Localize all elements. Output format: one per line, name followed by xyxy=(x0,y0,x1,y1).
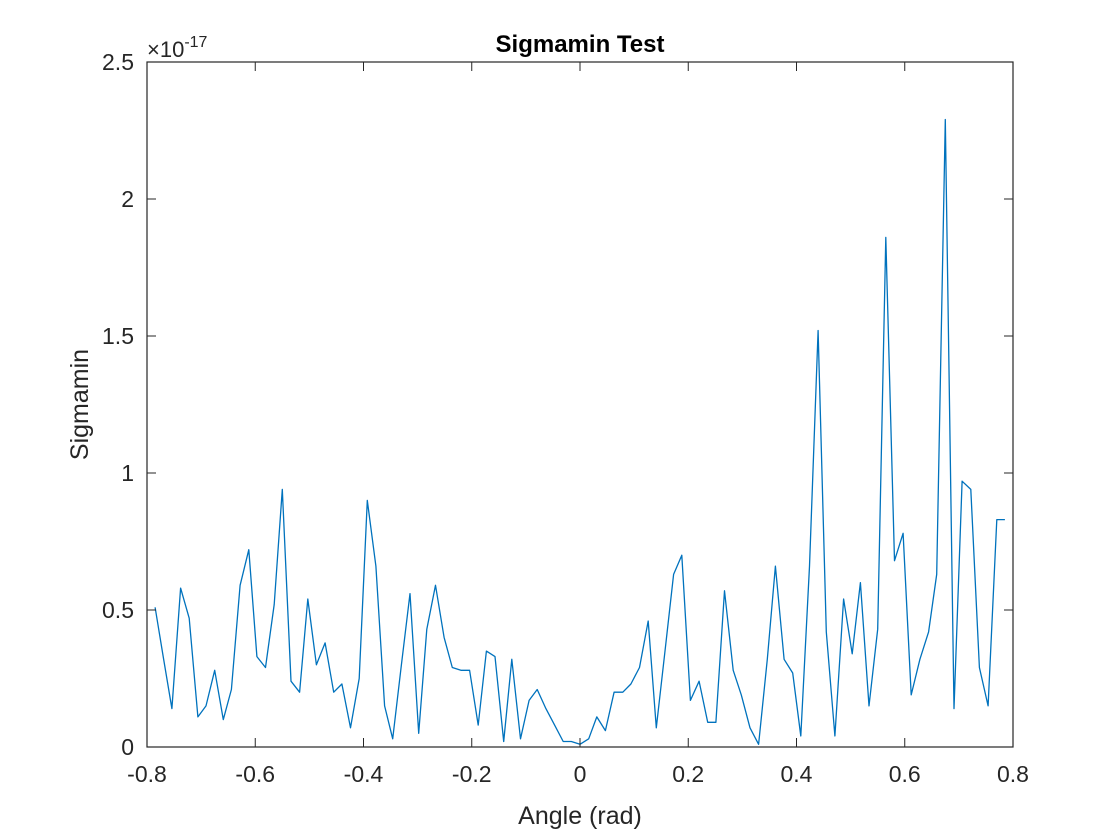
exponent-power: -17 xyxy=(184,34,207,51)
y-tick-label: 1.5 xyxy=(102,323,134,349)
x-axis-label: Angle (rad) xyxy=(518,802,642,830)
y-tick-label: 2 xyxy=(121,186,134,212)
series-line-0 xyxy=(154,118,1005,745)
x-tick-label: 0 xyxy=(574,761,587,787)
x-tick-label: -0.6 xyxy=(235,761,275,787)
plot-area xyxy=(154,118,1005,745)
y-tick-label: 0 xyxy=(121,734,134,760)
x-tick-label: 0.4 xyxy=(781,761,813,787)
axes xyxy=(146,61,1014,748)
exponent-base: ×10 xyxy=(147,37,184,62)
x-tick-label: -0.2 xyxy=(452,761,492,787)
y-tick-label: 2.5 xyxy=(102,49,134,75)
axes-box xyxy=(146,61,1014,748)
x-tick-label: 0.6 xyxy=(889,761,921,787)
chart-title: Sigmamin Test xyxy=(496,31,665,58)
x-tick-label: -0.8 xyxy=(127,761,167,787)
y-axis-label: Sigmamin xyxy=(66,349,94,460)
x-tick-label: 0.8 xyxy=(997,761,1029,787)
x-tick-label: 0.2 xyxy=(672,761,704,787)
y-tick-label: 1 xyxy=(121,460,134,486)
y-tick-label: 0.5 xyxy=(102,597,134,623)
labels: Sigmamin Test Angle (rad) Sigmamin ×10-1… xyxy=(66,31,1029,830)
y-axis-exponent-label: ×10-17 xyxy=(147,34,208,62)
x-tick-label: -0.4 xyxy=(344,761,384,787)
